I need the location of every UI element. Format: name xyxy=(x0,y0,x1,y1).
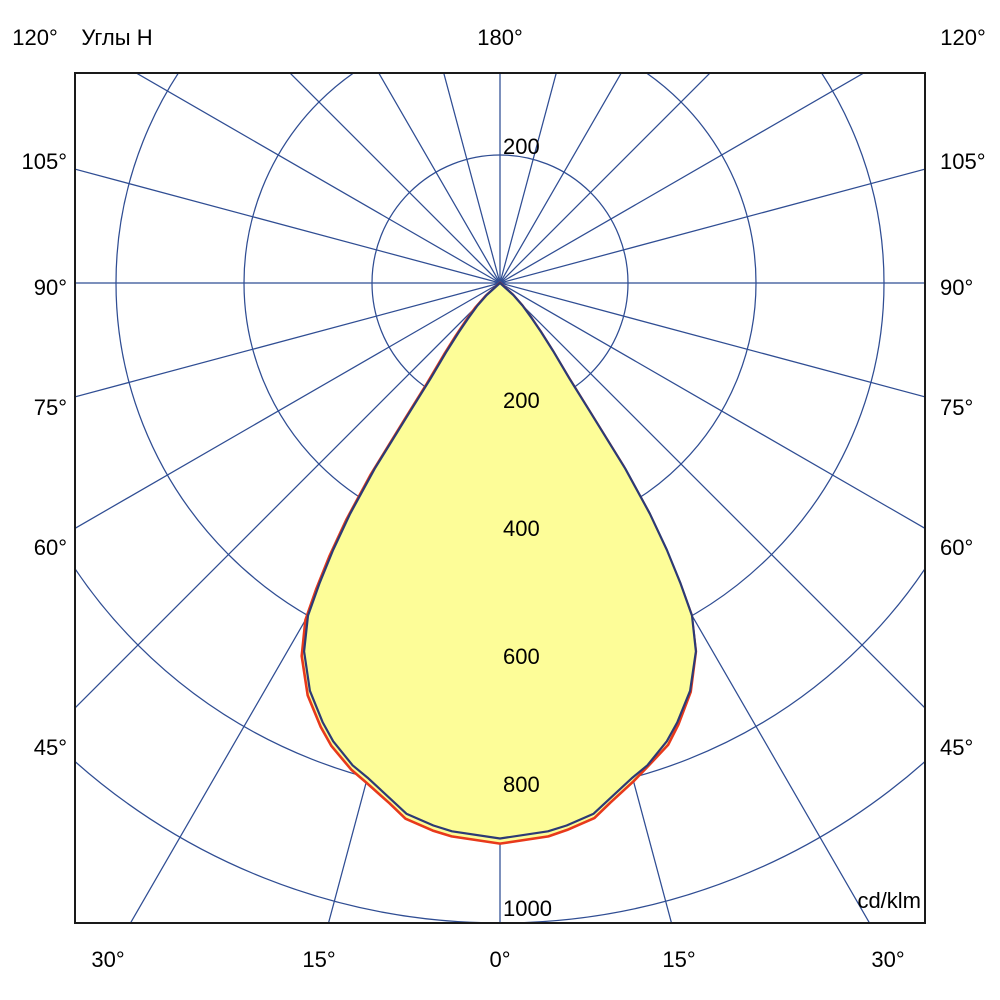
grid-ray xyxy=(499,73,711,284)
angle-label-left: 90° xyxy=(33,275,67,300)
grid-ray xyxy=(135,73,501,284)
grid-ray xyxy=(75,282,501,709)
grid-ray xyxy=(499,168,925,284)
radial-label: 600 xyxy=(503,644,540,669)
angle-label-top-left-120: 120° xyxy=(12,25,58,50)
grid-ray xyxy=(499,73,622,284)
angle-label-left: 60° xyxy=(33,535,67,560)
grid-ray xyxy=(378,73,501,284)
angle-label-right: 105° xyxy=(940,149,986,174)
grid-ray xyxy=(75,282,501,398)
radial-label: 800 xyxy=(503,772,540,797)
radial-label: 200 xyxy=(503,388,540,413)
angle-label-right: 45° xyxy=(940,735,974,760)
plot-frame xyxy=(74,72,926,924)
angle-label-bottom: 15° xyxy=(662,947,696,972)
grid-ray xyxy=(499,282,925,530)
angle-label-right: 60° xyxy=(940,535,974,560)
angle-label-right: 75° xyxy=(940,395,974,420)
angle-label-top-right-120: 120° xyxy=(940,25,986,50)
angle-label-bottom: 0° xyxy=(489,947,511,972)
intensity-curve-blue xyxy=(303,281,697,840)
grid-ray xyxy=(499,73,865,284)
grid-ray xyxy=(499,282,925,398)
angle-label-bottom: 30° xyxy=(91,947,125,972)
grid-ray xyxy=(75,282,501,530)
unit-label: cd/klm xyxy=(857,888,921,913)
grid-ray xyxy=(443,73,501,284)
angle-label-left: 45° xyxy=(33,735,67,760)
radial-label: 400 xyxy=(503,516,540,541)
angle-label-right: 90° xyxy=(940,275,974,300)
plane-label: Углы H xyxy=(81,25,153,50)
angle-label-bottom: 15° xyxy=(302,947,336,972)
radial-label-upper: 200 xyxy=(503,134,540,159)
grid-ray xyxy=(289,73,501,284)
angle-label-left: 75° xyxy=(33,395,67,420)
grid-ray xyxy=(499,73,557,284)
grid-ray xyxy=(75,168,501,284)
angle-label-top-180: 180° xyxy=(477,25,523,50)
grid-ray xyxy=(499,282,925,709)
angle-label-left: 105° xyxy=(21,149,67,174)
angle-label-bottom: 30° xyxy=(871,947,905,972)
radial-label: 1000 xyxy=(503,896,552,921)
